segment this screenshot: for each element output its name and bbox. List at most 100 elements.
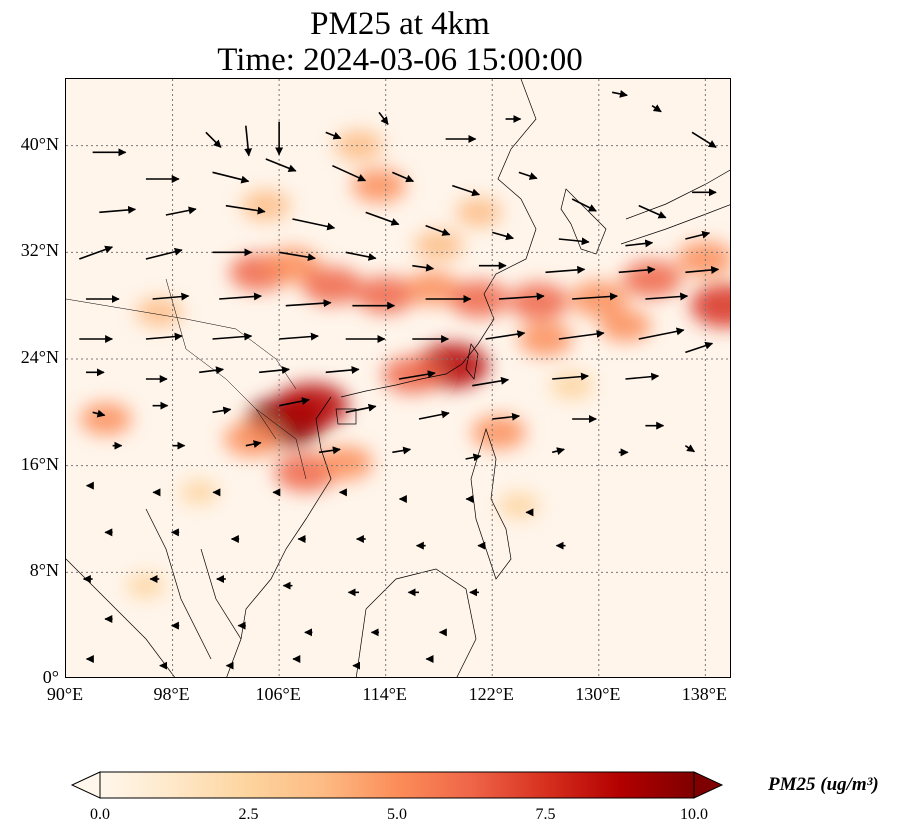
wind-arrow (145, 332, 183, 341)
latitude-tick-label: 0° (42, 667, 59, 687)
wind-arrow (199, 366, 224, 375)
wind-arrow (571, 198, 597, 212)
colorbar-tick-label: 10.0 (680, 806, 708, 823)
pm25-plume (241, 190, 291, 222)
wind-arrow (398, 370, 436, 380)
wind-arrow (219, 292, 262, 301)
coastline-malay (145, 508, 242, 660)
pm25-plume (80, 402, 132, 436)
wind-arrow (99, 205, 137, 214)
coastline-korea (560, 188, 607, 255)
pm25-plume (276, 383, 349, 429)
wind-arrow (265, 158, 297, 173)
wind-arrow (472, 376, 510, 387)
wind-arrow (332, 164, 367, 182)
wind-arrow (485, 330, 526, 340)
wind-arrow (152, 292, 190, 301)
wind-arrow (625, 372, 660, 381)
title-line-1: PM25 at 4km (310, 6, 490, 42)
pm25-plume (318, 446, 373, 480)
colorbar-over-extension (693, 771, 724, 799)
wind-arrow (685, 266, 720, 274)
coastline-japan (620, 169, 730, 245)
wind-arrow (165, 206, 197, 216)
pm25-plume (449, 280, 509, 318)
wind-arrow (684, 444, 696, 453)
coastline-taiwan (465, 343, 479, 380)
latitude-tick-label: 32°N (20, 240, 59, 261)
wind-arrow (465, 453, 482, 462)
longitude-tick-label: 122°E (468, 684, 514, 704)
wind-arrow (259, 366, 290, 375)
wind-arrow (625, 239, 654, 248)
wind-arrow (325, 131, 342, 140)
pm25-plume (599, 309, 652, 342)
map-canvas (66, 79, 730, 677)
map-title: PM25 at 4km Time: 2024-03-06 15:00:00 (0, 6, 800, 78)
latitude-tick-label: 16°N (20, 453, 59, 474)
pm25-plume (405, 271, 460, 306)
wind-arrow (638, 204, 667, 219)
longitude-tick-label: 114°E (362, 684, 407, 704)
pm25-plume (509, 283, 569, 321)
wind-arrow (244, 125, 253, 157)
wind-arrow (318, 446, 341, 455)
pm25-plume (334, 130, 384, 162)
pm25-plume (690, 283, 730, 328)
pm25-plume (471, 415, 526, 450)
wind-arrow (691, 131, 717, 149)
wind-arrow (392, 446, 412, 455)
wind-arrow (212, 171, 250, 184)
wind-arrow (452, 184, 481, 197)
colorbar-tick-label: 0.0 (90, 806, 110, 823)
pm25-plume (414, 230, 464, 262)
wind-arrow (392, 171, 415, 183)
pm25-plume (302, 267, 362, 305)
wind-arrow (278, 397, 310, 407)
wind-arrow (518, 171, 538, 180)
colorbar-tick-label: 7.5 (535, 806, 556, 823)
colorbar-under-extension (70, 771, 101, 799)
wind-arrow (498, 292, 545, 301)
colorbar-tick-label: 2.5 (238, 806, 259, 823)
wind-arrow (425, 224, 451, 236)
pm25-plume (677, 241, 730, 277)
wind-arrow (279, 332, 319, 341)
wind-arrow (225, 204, 266, 215)
coastline-hainan (335, 408, 357, 425)
pm25-plume (622, 260, 682, 298)
wind-arrow (552, 372, 589, 381)
wind-arrow (325, 366, 360, 374)
wind-arrow (492, 412, 521, 421)
coastline-borneo (355, 568, 477, 677)
wind-arrow (345, 403, 377, 414)
wind-arrow (345, 251, 377, 261)
title-line-2: Time: 2024-03-06 15:00:00 (217, 42, 583, 78)
wind-arrow (412, 263, 435, 272)
pm25-plume (455, 197, 503, 227)
longitude-tick-label: 106°E (255, 684, 301, 704)
pm25-field (80, 130, 730, 598)
wind-arrow (551, 447, 565, 455)
longitude-tick-label: 130°E (575, 684, 621, 704)
pm25-plume (126, 573, 166, 598)
wind-arrow (92, 409, 106, 418)
pm25-plume (382, 356, 442, 394)
wind-arrow (685, 230, 711, 240)
wind-arrow (685, 341, 714, 354)
wind-arrow (292, 218, 336, 231)
longitude-tick-label: 138°E (681, 684, 727, 704)
latitude-tick-label: 24°N (20, 347, 59, 367)
wind-arrow (205, 131, 222, 148)
colorbar-tick-label: 5.0 (387, 806, 407, 823)
coastline-philippines (470, 427, 512, 580)
wind-arrow (245, 440, 262, 449)
pm25-plume (352, 168, 407, 203)
wind-arrow (418, 410, 450, 420)
coastline-china-east (340, 79, 537, 398)
colorbar-title: PM25 (ug/m³) (768, 774, 879, 795)
wind-arrow (618, 265, 656, 274)
wind-arrow (212, 406, 232, 415)
pm25-plume (136, 297, 183, 327)
wind-arrow (638, 327, 685, 340)
